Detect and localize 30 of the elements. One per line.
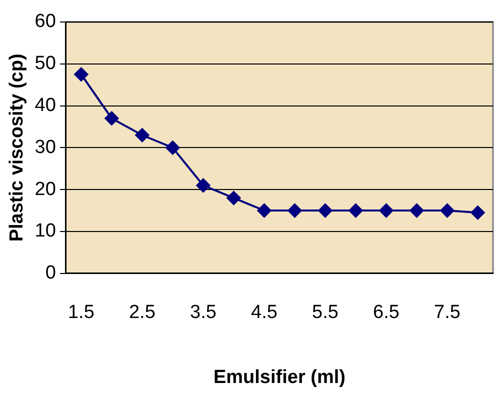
x-tick-label: 6.5 <box>373 302 400 324</box>
y-tick-label: 0 <box>45 262 56 284</box>
point <box>318 204 332 218</box>
point <box>135 128 150 142</box>
y-tick-label: 40 <box>34 95 56 116</box>
point <box>74 67 88 82</box>
y-tick-label: 60 <box>34 11 56 32</box>
point <box>226 190 241 205</box>
y-tick-label: 10 <box>34 220 56 242</box>
x-tick-label: 2.5 <box>128 302 156 324</box>
x-tick-label: 1.5 <box>68 302 94 324</box>
x-tick-label: 4.5 <box>251 302 278 324</box>
point <box>470 206 485 220</box>
y-tick-label: 50 <box>34 53 56 74</box>
point <box>288 204 302 218</box>
point <box>257 204 272 218</box>
point <box>440 204 454 218</box>
point <box>410 204 424 218</box>
point <box>379 204 394 218</box>
x-tick-label: 5.5 <box>312 302 338 324</box>
point <box>196 178 210 192</box>
point <box>104 111 119 126</box>
y-axis-title: Plastic viscosity (cp) <box>6 54 28 242</box>
y-tick-label: 30 <box>34 136 56 158</box>
y-tick-label: 20 <box>34 178 56 200</box>
x-tick-label: 7.5 <box>434 302 460 324</box>
x-axis-title: Emulsifier (ml) <box>213 366 346 388</box>
point <box>166 140 180 155</box>
x-tick-label: 3.5 <box>190 302 216 324</box>
point <box>348 204 363 218</box>
